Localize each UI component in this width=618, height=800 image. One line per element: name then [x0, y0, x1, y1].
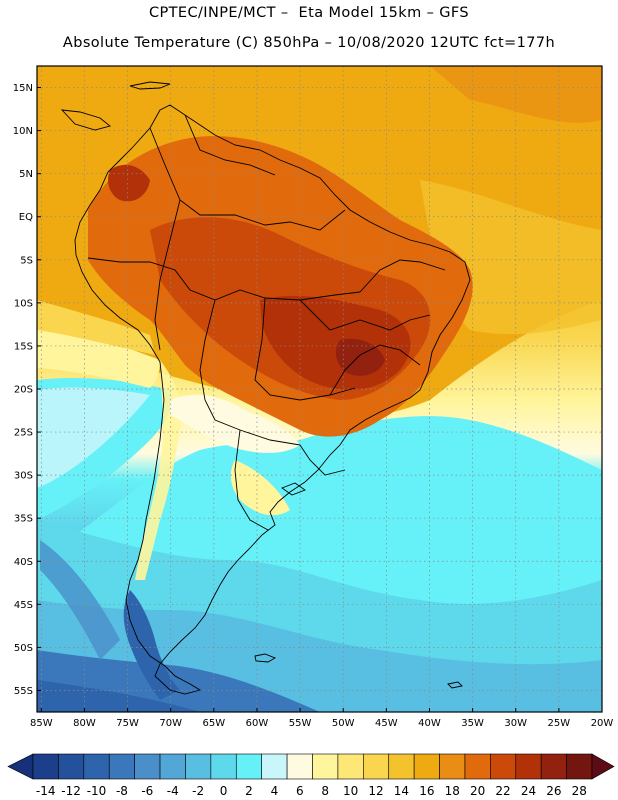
colorbar-low-extend: [7, 753, 34, 780]
lon-tick-label: 70W: [159, 718, 182, 729]
lon-tick-label: 30W: [504, 718, 527, 729]
latitude-labels: 15N 10N 5N EQ 5S 10S 15S 20S 25S 30S 35S 40S 45S 50S 5…: [13, 83, 41, 697]
lat-tick-label: 55S: [14, 686, 33, 697]
lat-tick-label: 10N: [13, 126, 33, 137]
lat-tick-label: 15S: [14, 341, 33, 352]
colorbar-swatch: [83, 753, 110, 780]
colorbar-swatch: [312, 753, 339, 780]
lat-tick-label: EQ: [19, 212, 33, 223]
colorbar-label: -2: [192, 784, 204, 798]
colorbar-swatch: [363, 753, 390, 780]
colorbar-label: -4: [167, 784, 179, 798]
colorbar-swatch: [388, 753, 415, 780]
lon-tick-label: 25W: [548, 718, 571, 729]
colorbar-swatch: [464, 753, 491, 780]
colorbar-label: 26: [546, 784, 561, 798]
colorbar-label: 0: [220, 784, 228, 798]
colorbar-swatch: [235, 753, 262, 780]
lat-tick-label: 20S: [14, 385, 33, 396]
colorbar-swatch: [210, 753, 237, 780]
lat-tick-label: 40S: [14, 557, 33, 568]
lat-tick-label: 5S: [20, 255, 33, 266]
colorbar-label: 6: [296, 784, 304, 798]
colorbar-label: 18: [445, 784, 460, 798]
lat-tick-label: 35S: [14, 514, 33, 525]
colorbar-swatch: [540, 753, 567, 780]
lon-tick-label: 60W: [246, 718, 269, 729]
colorbar-label: 24: [521, 784, 536, 798]
colorbar-swatch: [159, 753, 186, 780]
colorbar-label: 4: [271, 784, 279, 798]
lat-tick-label: 50S: [14, 643, 33, 654]
colorbar-swatch: [134, 753, 161, 780]
temperature-field: [37, 66, 602, 712]
chart-subtitle: Absolute Temperature (C) 850hPa – 10/08/…: [62, 35, 556, 51]
colorbar-label: 10: [343, 784, 358, 798]
colorbar-label: 16: [419, 784, 434, 798]
colorbar-label: -12: [61, 784, 81, 798]
colorbar-swatch: [58, 753, 85, 780]
longitude-labels: 85W 80W 75W 70W 65W 60W 55W 50W 45W 40W 35W 30W 25W 2…: [30, 708, 613, 729]
lon-tick-label: 50W: [332, 718, 355, 729]
lon-tick-label: 40W: [418, 718, 441, 729]
colorbar-label: 22: [495, 784, 510, 798]
lon-tick-label: 75W: [116, 718, 139, 729]
colorbar-swatch: [108, 753, 135, 780]
islands: [60, 81, 463, 689]
colorbar-label: -10: [87, 784, 107, 798]
lon-tick-label: 80W: [73, 718, 96, 729]
lat-tick-label: 10S: [14, 298, 33, 309]
colorbar-label: 14: [394, 784, 409, 798]
colorbar-swatch: [515, 753, 542, 780]
colorbar-swatch: [439, 753, 466, 780]
lon-tick-label: 55W: [289, 718, 312, 729]
colorbar: -14 -12 -10 -8 -6 -4 -2 0 2 4 6 8 10 12 14 16 18 20 22 24 26…: [7, 753, 615, 798]
lat-tick-label: 30S: [14, 471, 33, 482]
lat-tick-label: 5N: [19, 169, 33, 180]
chart-title: CPTEC/INPE/MCT – Eta Model 15km – GFS: [148, 5, 470, 21]
lat-tick-label: 15N: [13, 83, 33, 94]
colorbar-swatch: [337, 753, 364, 780]
colorbar-label: -8: [116, 784, 128, 798]
colorbar-label: -14: [36, 784, 56, 798]
lon-tick-label: 35W: [461, 718, 484, 729]
colorbar-swatch: [566, 753, 593, 780]
colorbar-label: 28: [572, 784, 587, 798]
lon-tick-label: 85W: [30, 718, 53, 729]
colorbar-label: 12: [368, 784, 383, 798]
colorbar-swatch: [286, 753, 313, 780]
colorbar-label: 20: [470, 784, 485, 798]
coastline: [74, 104, 471, 695]
colorbar-high-extend: [591, 753, 615, 780]
colorbar-swatch: [413, 753, 440, 780]
colorbar-label: 8: [321, 784, 329, 798]
lon-tick-label: 65W: [203, 718, 226, 729]
colorbar-swatch: [490, 753, 517, 780]
lat-tick-label: 25S: [14, 428, 33, 439]
lat-tick-label: 45S: [14, 600, 33, 611]
lon-tick-label: 20W: [591, 718, 614, 729]
colorbar-label: -6: [141, 784, 153, 798]
colorbar-swatch: [185, 753, 212, 780]
colorbar-label: 2: [245, 784, 253, 798]
colorbar-swatch: [261, 753, 288, 780]
lon-tick-label: 45W: [375, 718, 398, 729]
colorbar-swatch: [32, 753, 59, 780]
